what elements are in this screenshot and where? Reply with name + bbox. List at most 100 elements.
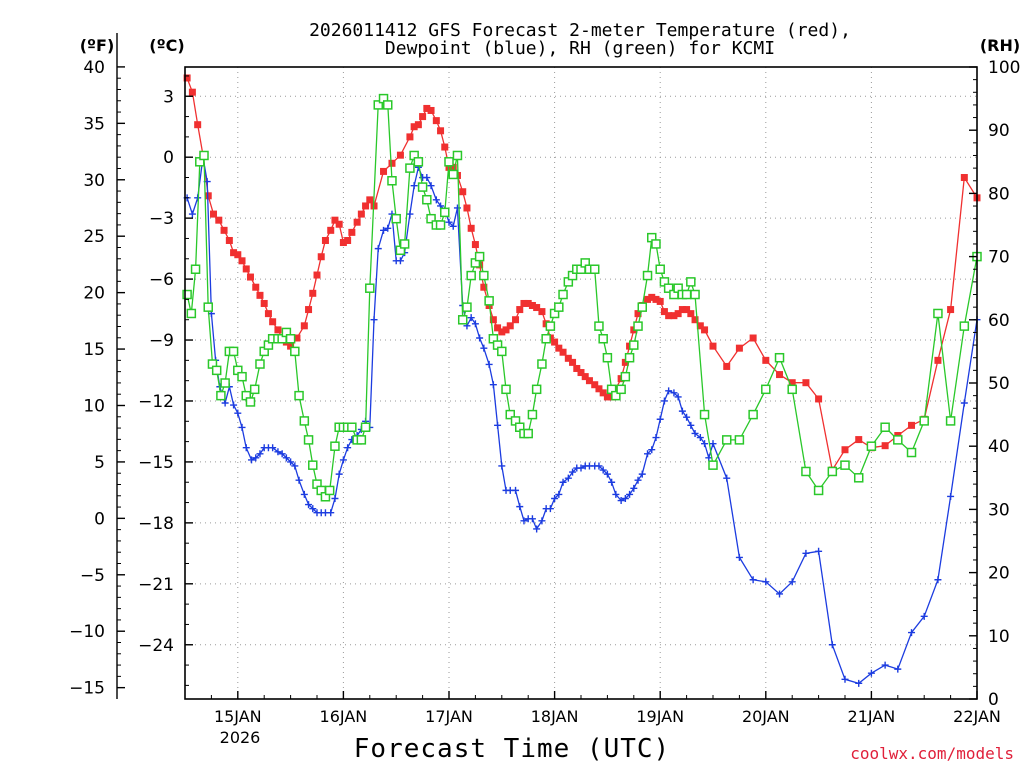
rh-point <box>853 473 864 483</box>
dewpoint-point <box>494 421 502 429</box>
f-tick-label: 5 <box>94 453 105 473</box>
dewpoint-point <box>815 547 823 555</box>
temperature-point <box>183 74 191 82</box>
dewpoint-point <box>656 415 664 423</box>
rh-point <box>182 289 192 300</box>
dewpoint-point <box>608 478 616 486</box>
f-tick-label: 10 <box>83 396 105 416</box>
rh-point <box>554 302 564 312</box>
temperature-point <box>194 121 202 129</box>
dewpoint-point <box>776 590 784 598</box>
x-tick-label: 16JAN <box>320 707 368 726</box>
temperature-point <box>648 293 656 301</box>
dewpoint-point <box>339 456 347 464</box>
series-rh <box>182 93 982 502</box>
temperature-point <box>344 236 352 244</box>
temperature-point <box>660 308 668 316</box>
dewpoint-point <box>252 454 260 462</box>
dewpoint-point <box>489 381 497 389</box>
rh-point <box>681 289 692 300</box>
dewpoint-point <box>595 462 603 470</box>
dewpoint-point <box>841 675 849 683</box>
c-tick-label: −24 <box>138 636 174 656</box>
rh-point <box>531 384 542 395</box>
rh-point <box>391 213 401 224</box>
c-tick-label: 3 <box>163 87 174 107</box>
temperature-point <box>735 344 743 352</box>
dewpoint-point <box>648 446 656 454</box>
dewpoint-point <box>723 474 731 482</box>
rh-point <box>203 302 213 312</box>
rh-point <box>211 365 222 376</box>
rh-point <box>594 321 604 331</box>
rh-tick-label: 90 <box>988 121 1010 141</box>
dewpoint-point <box>423 174 431 182</box>
dewpoint-point <box>516 503 524 511</box>
dewpoint-point <box>396 257 404 265</box>
temperature-point <box>678 306 686 314</box>
dewpoint-point <box>701 440 709 448</box>
dewpoint-point <box>762 578 770 586</box>
temperature-point <box>423 104 431 112</box>
dewpoint-point <box>498 462 506 470</box>
rh-point <box>629 340 639 350</box>
dewpoint-point <box>512 486 520 494</box>
rh-point <box>633 321 643 331</box>
dewpoint-point <box>476 334 484 342</box>
x-tick-label: 15JAN <box>214 707 262 726</box>
rh-point <box>365 283 375 293</box>
dewpoint-point <box>788 578 796 586</box>
dewpoint-point <box>445 218 453 226</box>
dewpoint-point <box>221 399 229 407</box>
temperature-point <box>432 117 440 125</box>
rh-point <box>294 390 304 401</box>
f-tick-label: −10 <box>69 622 105 642</box>
dewpoint-point <box>683 413 691 421</box>
rh-point <box>330 441 340 451</box>
dewpoint-point <box>242 444 250 452</box>
dewpoint-point <box>300 490 308 498</box>
series-layer <box>182 74 982 687</box>
dewpoint-point <box>644 450 652 458</box>
rh-point <box>216 390 226 401</box>
rh-point <box>484 296 494 306</box>
temperature-point <box>533 304 541 312</box>
temperature-point <box>670 312 678 320</box>
dewpoint-point <box>335 470 343 478</box>
rh-point <box>774 352 785 363</box>
dewpoint-point <box>533 525 541 533</box>
dewpoint-point <box>230 401 238 409</box>
temperature-point <box>573 364 581 372</box>
temperature-point <box>788 379 796 387</box>
temperature-line <box>186 77 978 472</box>
rh-point <box>501 384 511 395</box>
dewpoint-point <box>687 421 695 429</box>
rh-tick-label: 70 <box>988 248 1010 268</box>
rh-point <box>686 277 696 287</box>
left-axis-layer: 30−3−6−9−12−15−18−21−244035302520151050−… <box>69 33 193 699</box>
rh-point <box>383 100 393 110</box>
temperature-point <box>220 226 228 234</box>
temperature-point <box>691 316 699 324</box>
rh-point <box>624 352 635 363</box>
rh-point <box>598 334 608 344</box>
rh-point <box>611 390 621 401</box>
temperature-point <box>252 283 260 291</box>
temperature-point <box>815 395 823 403</box>
dewpoint-point <box>256 450 264 458</box>
temperature-point <box>564 354 572 362</box>
dewpoint-point <box>370 316 378 324</box>
temperature-point <box>652 295 660 303</box>
dewpoint-point <box>471 320 479 328</box>
dewpoint-point <box>599 466 607 474</box>
x-tick-label: 17JAN <box>425 707 473 726</box>
dewpoint-point <box>269 444 277 452</box>
x-tick-label: 21JAN <box>848 707 896 726</box>
rh-point <box>813 485 824 496</box>
temperature-point <box>335 220 343 228</box>
dewpoint-point <box>569 468 577 476</box>
rh-point <box>761 384 771 395</box>
temperature-point <box>855 436 863 444</box>
dewpoint-point <box>551 494 559 502</box>
x-axis-title: Forecast Time (UTC) <box>354 734 670 764</box>
